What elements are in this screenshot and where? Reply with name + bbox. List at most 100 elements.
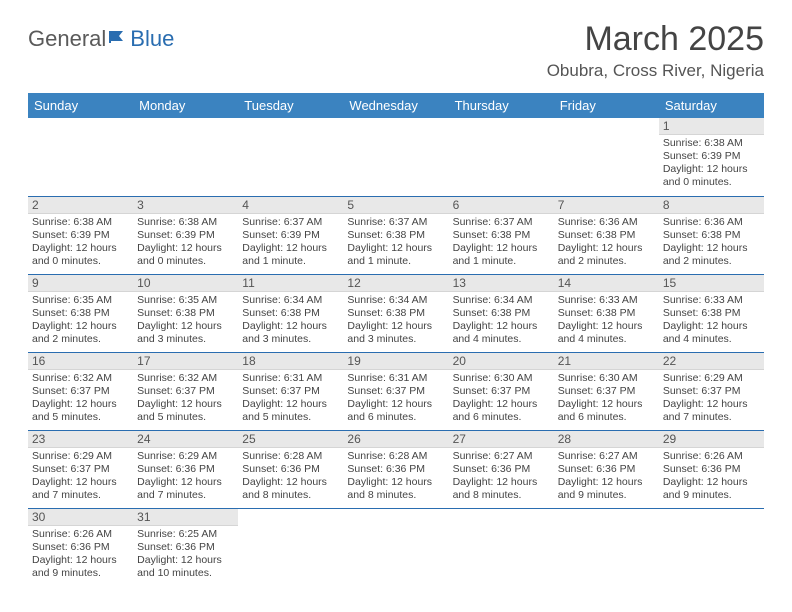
day-details: Sunrise: 6:34 AMSunset: 6:38 PMDaylight:… [449,292,554,350]
daylight-text: Daylight: 12 hours and 8 minutes. [347,476,444,502]
daylight-text: Daylight: 12 hours and 0 minutes. [137,242,234,268]
sunrise-text: Sunrise: 6:34 AM [242,294,339,307]
calendar-week-row: 9Sunrise: 6:35 AMSunset: 6:38 PMDaylight… [28,274,764,352]
day-number: 9 [28,275,133,292]
sunset-text: Sunset: 6:39 PM [137,229,234,242]
day-number: 24 [133,431,238,448]
sunrise-text: Sunrise: 6:28 AM [242,450,339,463]
daylight-text: Daylight: 12 hours and 6 minutes. [453,398,550,424]
calendar-day-cell: 24Sunrise: 6:29 AMSunset: 6:36 PMDayligh… [133,430,238,508]
sunset-text: Sunset: 6:36 PM [32,541,129,554]
column-header: Monday [133,93,238,118]
calendar-day-cell: 13Sunrise: 6:34 AMSunset: 6:38 PMDayligh… [449,274,554,352]
sunset-text: Sunset: 6:38 PM [242,307,339,320]
calendar-day-cell [554,118,659,196]
daylight-text: Daylight: 12 hours and 9 minutes. [32,554,129,580]
sunset-text: Sunset: 6:36 PM [347,463,444,476]
sunset-text: Sunset: 6:39 PM [32,229,129,242]
calendar-day-cell: 5Sunrise: 6:37 AMSunset: 6:38 PMDaylight… [343,196,448,274]
daylight-text: Daylight: 12 hours and 3 minutes. [137,320,234,346]
calendar-day-cell: 3Sunrise: 6:38 AMSunset: 6:39 PMDaylight… [133,196,238,274]
daylight-text: Daylight: 12 hours and 5 minutes. [242,398,339,424]
day-details: Sunrise: 6:29 AMSunset: 6:36 PMDaylight:… [133,448,238,506]
calendar-day-cell: 19Sunrise: 6:31 AMSunset: 6:37 PMDayligh… [343,352,448,430]
calendar-day-cell: 20Sunrise: 6:30 AMSunset: 6:37 PMDayligh… [449,352,554,430]
calendar-week-row: 23Sunrise: 6:29 AMSunset: 6:37 PMDayligh… [28,430,764,508]
logo-text-blue: Blue [130,26,174,52]
daylight-text: Daylight: 12 hours and 5 minutes. [32,398,129,424]
calendar-day-cell: 27Sunrise: 6:27 AMSunset: 6:36 PMDayligh… [449,430,554,508]
sunrise-text: Sunrise: 6:37 AM [347,216,444,229]
sunrise-text: Sunrise: 6:34 AM [347,294,444,307]
calendar-day-cell: 6Sunrise: 6:37 AMSunset: 6:38 PMDaylight… [449,196,554,274]
calendar-day-cell: 26Sunrise: 6:28 AMSunset: 6:36 PMDayligh… [343,430,448,508]
calendar-day-cell: 8Sunrise: 6:36 AMSunset: 6:38 PMDaylight… [659,196,764,274]
sunrise-text: Sunrise: 6:38 AM [663,137,760,150]
calendar-day-cell: 15Sunrise: 6:33 AMSunset: 6:38 PMDayligh… [659,274,764,352]
daylight-text: Daylight: 12 hours and 3 minutes. [242,320,339,346]
calendar-day-cell: 10Sunrise: 6:35 AMSunset: 6:38 PMDayligh… [133,274,238,352]
sunrise-text: Sunrise: 6:37 AM [242,216,339,229]
sunrise-text: Sunrise: 6:31 AM [347,372,444,385]
day-number: 14 [554,275,659,292]
day-number: 6 [449,197,554,214]
sunset-text: Sunset: 6:37 PM [137,385,234,398]
sunrise-text: Sunrise: 6:25 AM [137,528,234,541]
day-number: 23 [28,431,133,448]
logo-text-general: General [28,26,106,52]
day-number: 19 [343,353,448,370]
sunset-text: Sunset: 6:37 PM [663,385,760,398]
daylight-text: Daylight: 12 hours and 1 minute. [347,242,444,268]
day-details: Sunrise: 6:35 AMSunset: 6:38 PMDaylight:… [133,292,238,350]
logo-flag-icon [108,26,130,52]
sunrise-text: Sunrise: 6:26 AM [32,528,129,541]
calendar-day-cell: 18Sunrise: 6:31 AMSunset: 6:37 PMDayligh… [238,352,343,430]
calendar-day-cell [238,118,343,196]
sunrise-text: Sunrise: 6:34 AM [453,294,550,307]
day-number: 11 [238,275,343,292]
day-details: Sunrise: 6:37 AMSunset: 6:39 PMDaylight:… [238,214,343,272]
column-header: Wednesday [343,93,448,118]
day-number: 1 [659,118,764,135]
calendar-body: 1Sunrise: 6:38 AMSunset: 6:39 PMDaylight… [28,118,764,586]
calendar-day-cell: 31Sunrise: 6:25 AMSunset: 6:36 PMDayligh… [133,508,238,586]
month-title: March 2025 [547,20,764,59]
sunset-text: Sunset: 6:38 PM [32,307,129,320]
calendar-day-cell: 22Sunrise: 6:29 AMSunset: 6:37 PMDayligh… [659,352,764,430]
calendar-day-cell [133,118,238,196]
calendar-day-cell: 25Sunrise: 6:28 AMSunset: 6:36 PMDayligh… [238,430,343,508]
sunset-text: Sunset: 6:36 PM [242,463,339,476]
daylight-text: Daylight: 12 hours and 0 minutes. [663,163,760,189]
sunrise-text: Sunrise: 6:38 AM [32,216,129,229]
day-number: 27 [449,431,554,448]
calendar-day-cell: 29Sunrise: 6:26 AMSunset: 6:36 PMDayligh… [659,430,764,508]
day-number: 7 [554,197,659,214]
daylight-text: Daylight: 12 hours and 10 minutes. [137,554,234,580]
sunset-text: Sunset: 6:37 PM [32,385,129,398]
day-details: Sunrise: 6:35 AMSunset: 6:38 PMDaylight:… [28,292,133,350]
sunset-text: Sunset: 6:36 PM [137,463,234,476]
daylight-text: Daylight: 12 hours and 4 minutes. [558,320,655,346]
sunrise-text: Sunrise: 6:31 AM [242,372,339,385]
calendar-day-cell: 23Sunrise: 6:29 AMSunset: 6:37 PMDayligh… [28,430,133,508]
header: GeneralBlue March 2025 Obubra, Cross Riv… [28,20,764,81]
day-details: Sunrise: 6:31 AMSunset: 6:37 PMDaylight:… [238,370,343,428]
sunrise-text: Sunrise: 6:33 AM [558,294,655,307]
sunset-text: Sunset: 6:36 PM [663,463,760,476]
sunset-text: Sunset: 6:36 PM [137,541,234,554]
sunrise-text: Sunrise: 6:37 AM [453,216,550,229]
calendar-day-cell [449,508,554,586]
sunset-text: Sunset: 6:38 PM [137,307,234,320]
calendar-day-cell: 16Sunrise: 6:32 AMSunset: 6:37 PMDayligh… [28,352,133,430]
day-details: Sunrise: 6:28 AMSunset: 6:36 PMDaylight:… [238,448,343,506]
day-details: Sunrise: 6:27 AMSunset: 6:36 PMDaylight:… [449,448,554,506]
daylight-text: Daylight: 12 hours and 6 minutes. [347,398,444,424]
sunset-text: Sunset: 6:38 PM [663,229,760,242]
day-details: Sunrise: 6:31 AMSunset: 6:37 PMDaylight:… [343,370,448,428]
sunrise-text: Sunrise: 6:30 AM [558,372,655,385]
calendar-day-cell: 12Sunrise: 6:34 AMSunset: 6:38 PMDayligh… [343,274,448,352]
sunrise-text: Sunrise: 6:28 AM [347,450,444,463]
calendar-day-cell: 7Sunrise: 6:36 AMSunset: 6:38 PMDaylight… [554,196,659,274]
day-number: 4 [238,197,343,214]
daylight-text: Daylight: 12 hours and 5 minutes. [137,398,234,424]
